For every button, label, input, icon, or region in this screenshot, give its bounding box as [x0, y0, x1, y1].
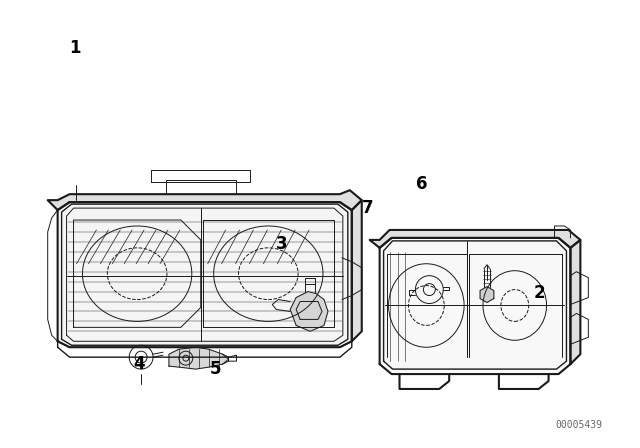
Polygon shape: [380, 238, 570, 374]
Text: 5: 5: [209, 360, 221, 378]
Text: 1: 1: [69, 39, 81, 57]
Polygon shape: [290, 292, 328, 332]
Text: 00005439: 00005439: [555, 420, 602, 430]
Polygon shape: [48, 190, 362, 210]
Polygon shape: [480, 287, 494, 302]
Text: 4: 4: [133, 355, 145, 373]
Polygon shape: [169, 347, 228, 369]
Polygon shape: [58, 202, 352, 347]
Text: 3: 3: [276, 235, 287, 253]
Polygon shape: [370, 230, 580, 248]
Text: 7: 7: [362, 199, 374, 217]
Text: 2: 2: [534, 284, 545, 302]
Polygon shape: [570, 240, 580, 364]
Text: 6: 6: [416, 175, 428, 193]
Polygon shape: [352, 200, 362, 341]
